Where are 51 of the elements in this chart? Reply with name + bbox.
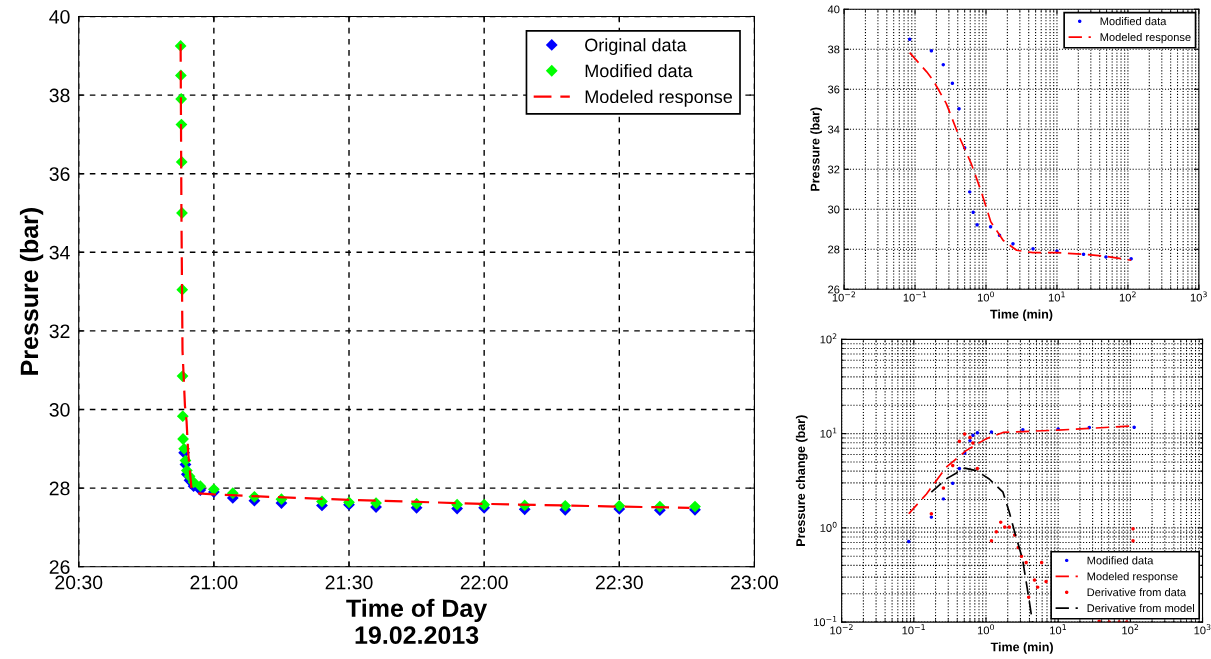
x-axis-title: Time (min) xyxy=(990,642,1053,654)
y-tick-label: 34 xyxy=(49,245,70,260)
legend-label: Modeled response xyxy=(585,89,732,107)
x-tick-label: 22:00 xyxy=(460,575,508,590)
x-tick-label: 10$^{0}$ xyxy=(977,624,994,635)
y-tick-label: 38 xyxy=(49,88,70,103)
x-tick-label: 10$^{2}$ xyxy=(1122,624,1139,635)
y-tick-label: 30 xyxy=(827,205,840,214)
y-tick-label: 26 xyxy=(49,560,70,574)
legend-label: Derivative from data xyxy=(1087,588,1187,597)
y-tick-label: 32 xyxy=(49,324,70,339)
y-tick-label: 28 xyxy=(49,481,70,496)
y-tick-label: 32 xyxy=(827,165,840,174)
x-tick-label: 10$^{0}$ xyxy=(977,291,994,302)
y-tick-label: 38 xyxy=(827,45,840,54)
x-axis-title: Time of Day 19.02.2013 xyxy=(346,598,488,645)
y-axis-title: Pressure (bar) xyxy=(19,208,44,375)
y-tick-label: 40 xyxy=(827,5,840,14)
legend-label: Modified data xyxy=(1100,17,1167,26)
legend-label: Modeled response xyxy=(1100,32,1191,44)
y-tick-label: 10$^{1}$ xyxy=(820,427,837,438)
legend-label: Derivative from model xyxy=(1087,603,1195,613)
y-tick-label: 36 xyxy=(49,167,70,181)
y-tick-label: 28 xyxy=(828,245,840,254)
y-tick-label: 34 xyxy=(827,125,840,134)
legend-label: Original data xyxy=(585,38,687,55)
legend-label: Modified data xyxy=(1087,556,1154,565)
x-tick-label: 10$^{−1}$ xyxy=(903,291,927,302)
y-tick-label: 30 xyxy=(49,402,70,417)
x-tick-label: 10$^{1}$ xyxy=(1048,291,1065,302)
x-tick-label: 10$^{−1}$ xyxy=(902,624,925,635)
x-axis-title: Time (min) xyxy=(990,309,1053,322)
y-axis-title: Pressure change (bar) xyxy=(795,415,808,546)
legend-label: Modified data xyxy=(585,64,693,78)
x-tick-label: 10$^{3}$ xyxy=(1194,624,1211,635)
x-tick-label: 23:00 xyxy=(731,575,779,590)
x-tick-label: 21:00 xyxy=(190,575,238,590)
x-tick-label: 20:30 xyxy=(55,575,103,590)
x-tick-label: 10$^{3}$ xyxy=(1190,291,1207,302)
y-axis-title: Pressure (bar) xyxy=(810,107,822,191)
x-tick-label: 10$^{1}$ xyxy=(1050,624,1066,635)
legend-label: Modeled response xyxy=(1087,572,1178,583)
x-tick-label: 21:30 xyxy=(325,575,373,590)
x-tick-label: 10$^{−2}$ xyxy=(830,624,853,635)
y-tick-label: 40 xyxy=(49,9,70,24)
x-tick-label: 22:30 xyxy=(595,575,643,590)
y-tick-label: 10$^{0}$ xyxy=(820,521,837,532)
y-tick-label: 10$^{−1}$ xyxy=(813,616,837,627)
y-tick-label: 10$^{2}$ xyxy=(820,333,837,344)
y-tick-label: 36 xyxy=(827,85,840,94)
x-tick-label: 10$^{2}$ xyxy=(1119,291,1136,302)
